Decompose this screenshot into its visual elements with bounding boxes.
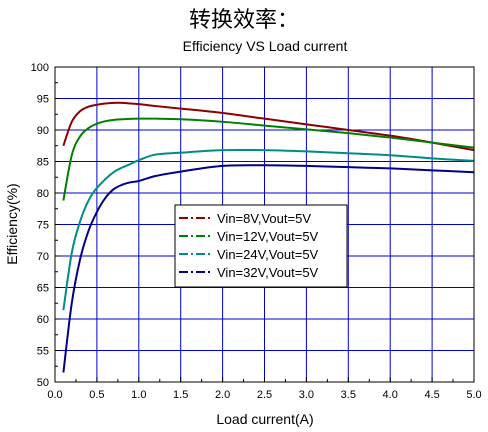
y-tick-label: 80 xyxy=(37,188,49,200)
y-tick-label: 70 xyxy=(37,251,49,263)
x-tick-label: 0.5 xyxy=(89,389,104,401)
legend: Vin=8V,Vout=5V Vin=12V,Vout=5V Vin=24V,Vou… xyxy=(174,204,348,288)
y-tick-label: 75 xyxy=(37,220,49,232)
legend-label-2: Vin=12V,Vout=5V xyxy=(217,229,319,244)
axis-ticks: 0.0 0.5 1.0 1.5 2.0 2.5 3.0 3.5 4.0 4.5 5.0 50 55 60 6… xyxy=(31,62,482,401)
chart-title: Efficiency VS Load current xyxy=(183,38,348,54)
series-line-1 xyxy=(62,101,475,152)
y-tick-label: 90 xyxy=(37,125,49,137)
x-axis-title: Load current(A) xyxy=(216,411,313,427)
series-line-4 xyxy=(62,164,475,373)
y-tick-label: 85 xyxy=(37,157,49,169)
x-tick-label: 0.0 xyxy=(47,389,62,401)
y-tick-label: 55 xyxy=(37,346,49,358)
x-tick-label: 4.0 xyxy=(383,389,398,401)
series-line-3 xyxy=(62,148,475,311)
series-layer xyxy=(62,101,475,373)
y-tick-label: 100 xyxy=(31,62,49,74)
y-tick-label: 65 xyxy=(37,283,49,295)
x-tick-label: 3.5 xyxy=(341,389,356,401)
y-axis-title: Efficiency(%) xyxy=(4,183,20,264)
y-tick-label: 60 xyxy=(37,314,49,326)
x-tick-label: 3.0 xyxy=(299,389,314,401)
legend-label-1: Vin=8V,Vout=5V xyxy=(217,211,311,226)
x-tick-label: 2.0 xyxy=(215,389,230,401)
x-tick-label: 4.5 xyxy=(424,389,439,401)
x-tick-label: 5.0 xyxy=(466,389,481,401)
y-tick-label: 95 xyxy=(37,94,49,106)
x-tick-label: 1.5 xyxy=(173,389,188,401)
legend-label-4: Vin=32V,Vout=5V xyxy=(217,265,319,280)
page-heading: 转换效率： xyxy=(188,8,299,33)
x-tick-label: 2.5 xyxy=(257,389,272,401)
series-line-2 xyxy=(62,117,475,201)
x-tick-label: 1.0 xyxy=(131,389,146,401)
legend-label-3: Vin=24V,Vout=5V xyxy=(217,247,319,262)
y-tick-label: 50 xyxy=(37,377,49,389)
